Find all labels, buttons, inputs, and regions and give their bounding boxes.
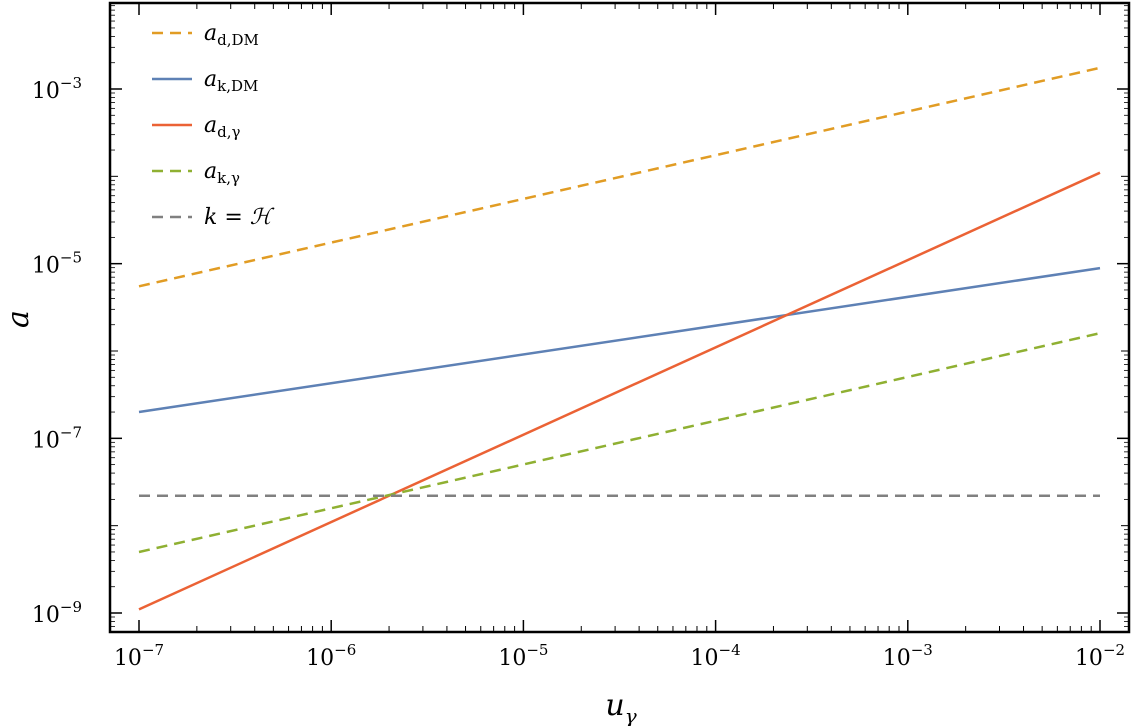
legend-item-ak-dm: ak,DM	[152, 67, 258, 95]
legend-label-sub: d,γ	[217, 123, 240, 141]
legend-label-main: a	[204, 159, 217, 184]
x-tick-label-exp: −6	[334, 641, 356, 659]
y-tick-label-exp: −3	[60, 74, 82, 92]
legend-item-ak-gamma: ak,γ	[152, 159, 240, 187]
y-tick-label-base: 10	[32, 603, 60, 628]
legend-label-main: a	[204, 113, 217, 138]
x-tick-label-base: 10	[1075, 646, 1103, 671]
y-tick-label: 10−3	[32, 74, 82, 104]
x-tick-label-base: 10	[306, 646, 334, 671]
legend-label-sub: k,DM	[217, 77, 258, 95]
x-tick-label: 10−2	[1075, 641, 1125, 671]
x-tick-label: 10−7	[114, 641, 164, 671]
x-tick-label: 10−6	[306, 641, 356, 671]
legend-label: ak,γ	[204, 159, 240, 187]
y-tick-label-base: 10	[32, 254, 60, 279]
legend-label-main: a	[204, 21, 217, 46]
legend-label: k = ℋ	[204, 205, 275, 230]
legend-label-main: a	[204, 67, 217, 92]
x-tick-label-exp: −5	[526, 641, 548, 659]
legend-item-ad-dm: ad,DM	[152, 21, 259, 49]
x-tick-label-exp: −2	[1103, 641, 1125, 659]
x-tick-label: 10−4	[691, 641, 741, 671]
series-line-ak-gamma	[138, 331, 1101, 554]
series-line-ak-dm	[138, 266, 1101, 414]
series-line-ad-gamma	[138, 171, 1101, 611]
y-tick-label-exp: −5	[60, 249, 82, 267]
legend-label: ad,γ	[204, 113, 240, 141]
legend-label-sub: k,γ	[217, 169, 240, 187]
legend-label-main: k = ℋ	[204, 205, 275, 230]
x-tick-label: 10−3	[883, 641, 933, 671]
y-tick-label-exp: −7	[60, 423, 82, 441]
legend-label-sub: d,DM	[217, 31, 259, 49]
x-tick-label-base: 10	[691, 646, 719, 671]
y-tick-label-base: 10	[32, 428, 60, 453]
plot-frame	[108, 1, 1131, 634]
legend-label: ad,DM	[204, 21, 259, 49]
x-tick-label-exp: −4	[719, 641, 741, 659]
x-axis-title-sub: γ	[625, 704, 637, 726]
plot-area-border	[108, 1, 1131, 634]
legend-item-ad-gamma: ad,γ	[152, 113, 240, 141]
legend-item-k-equals-h: k = ℋ	[152, 205, 275, 230]
x-tick-label-base: 10	[883, 646, 911, 671]
x-axis-title: uγ	[605, 688, 636, 726]
x-axis-title-main: u	[605, 688, 624, 723]
series-line-ad-dm	[138, 66, 1101, 288]
y-axis-title: a	[1, 310, 36, 328]
y-tick-label: 10−7	[32, 423, 82, 453]
y-tick-label: 10−5	[32, 249, 82, 279]
x-tick-label-base: 10	[498, 646, 526, 671]
y-tick-label: 10−9	[32, 598, 82, 628]
x-tick-label-exp: −3	[911, 641, 933, 659]
y-tick-label-exp: −9	[60, 598, 82, 616]
x-tick-label-base: 10	[114, 646, 142, 671]
x-tick-label: 10−5	[498, 641, 548, 671]
series-layer	[138, 66, 1101, 611]
x-tick-label-exp: −7	[142, 641, 164, 659]
legend-label: ak,DM	[204, 67, 258, 95]
y-tick-label-base: 10	[32, 79, 60, 104]
ticks-layer: 10−7 10−6 10−5 10−4 10−3 10−210−910−710−510−3	[32, 3, 1129, 671]
